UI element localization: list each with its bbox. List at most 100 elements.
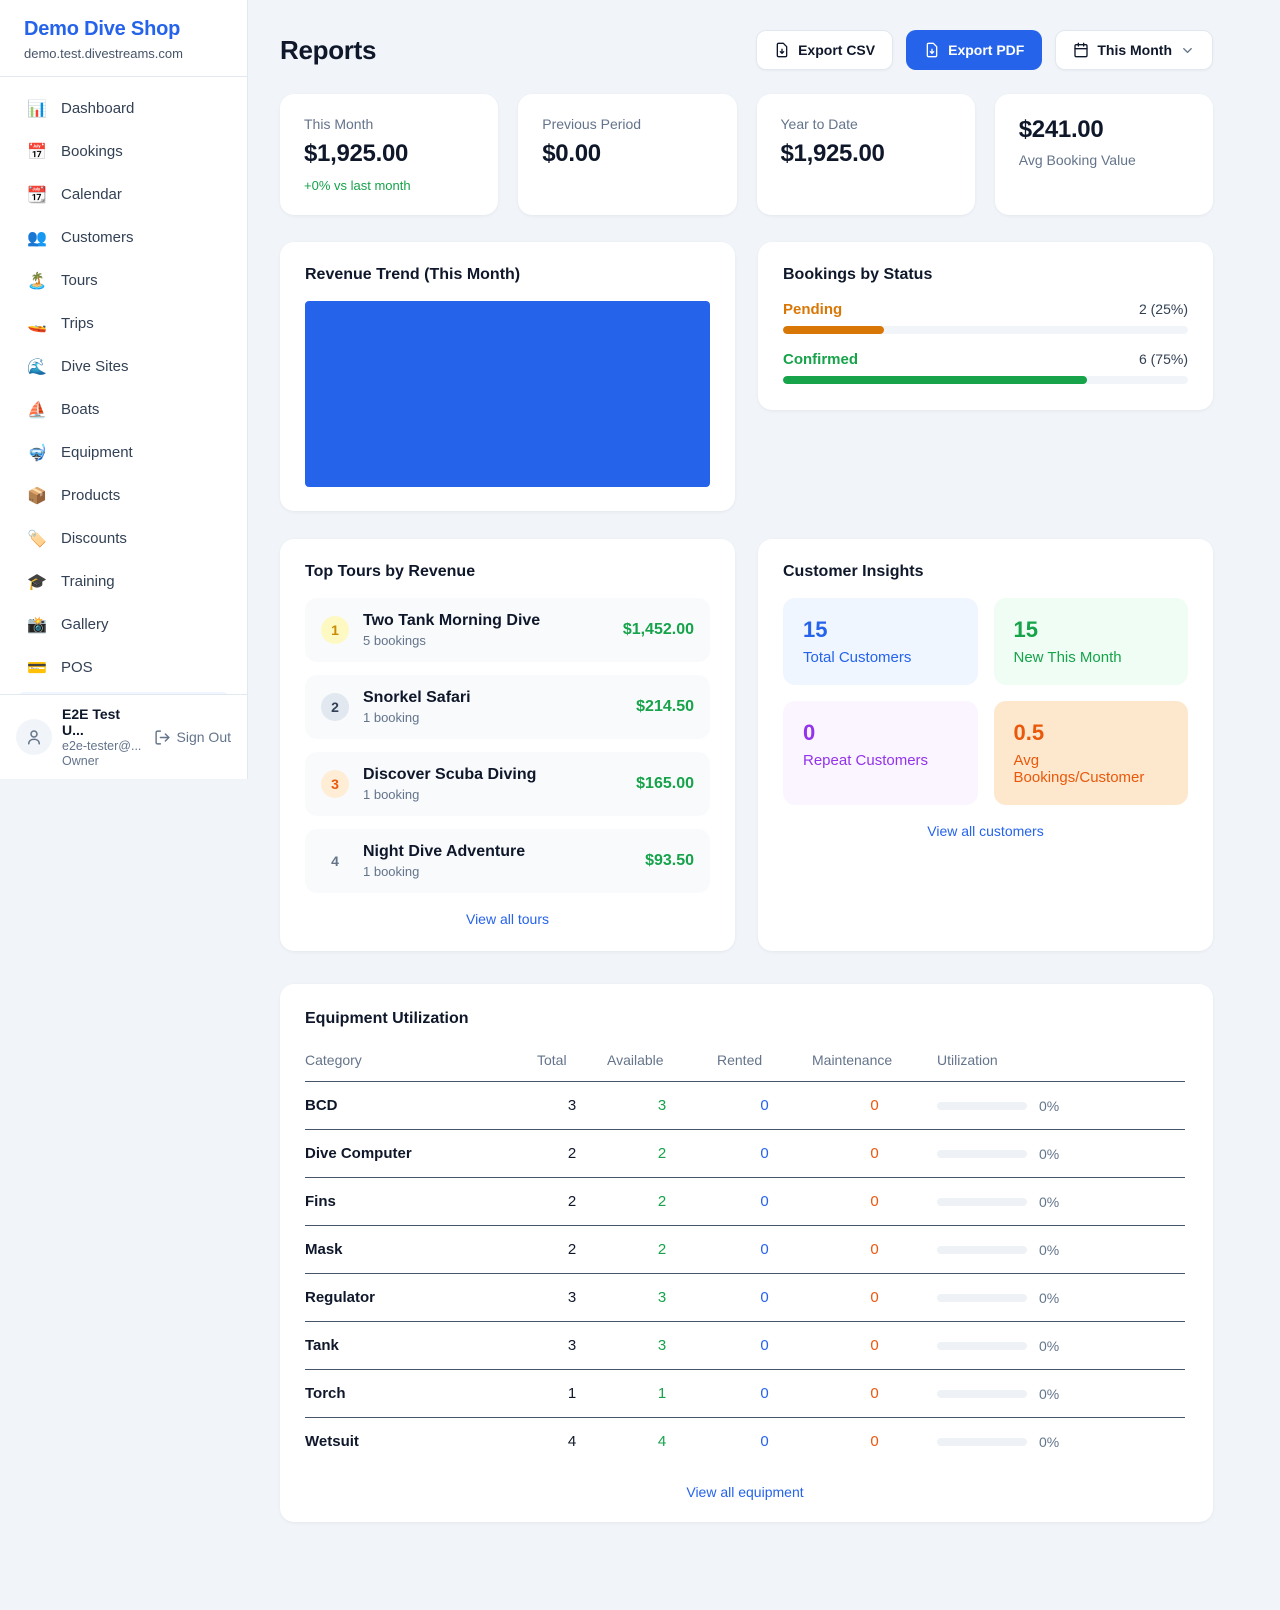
table-row: BCD 3 3 0 0 0% [305, 1081, 1185, 1130]
utilization-percent: 0% [1039, 1193, 1060, 1210]
sidebar-item-pos[interactable]: 💳 POS [16, 646, 231, 689]
table-row: Tank 3 3 0 0 0% [305, 1321, 1185, 1370]
cell-rented: 0 [717, 1273, 812, 1322]
stat-card-previous-period: Previous Period $0.00 [518, 94, 737, 215]
stats-grid: This Month $1,925.00 +0% vs last month P… [280, 94, 1213, 215]
dashboard-chart-icon: 📊 [27, 100, 47, 118]
revenue-trend-chart [305, 301, 710, 487]
tour-name: Night Dive Adventure [363, 843, 526, 860]
cell-total: 1 [537, 1369, 607, 1418]
utilization-bar [937, 1149, 1027, 1158]
cell-rented: 0 [717, 1081, 812, 1130]
utilization-bar [937, 1389, 1027, 1398]
sidebar-item-tours[interactable]: 🏝️ Tours [16, 259, 231, 302]
cell-rented: 0 [760, 1433, 769, 1451]
cell-maintenance: 0 [812, 1129, 937, 1178]
view-all-equipment-link[interactable]: View all equipment [686, 1483, 804, 1500]
insight-value: 15 [1013, 617, 1038, 642]
sidebar-item-boats[interactable]: ⛵ Boats [16, 388, 231, 431]
tour-bookings: 1 booking [363, 710, 420, 725]
person-icon [28, 730, 40, 745]
sidebar-item-products[interactable]: 📦 Products [16, 474, 231, 517]
credit-card-icon: 💳 [27, 659, 47, 677]
stat-card-this-month: This Month $1,925.00 +0% vs last month [280, 94, 499, 215]
export-csv-button[interactable]: Export CSV [756, 30, 894, 70]
sidebar-item-customers[interactable]: 👥 Customers [16, 216, 231, 259]
tearoff-calendar-icon: 📆 [27, 186, 47, 204]
table-row: Wetsuit 4 4 0 0 0% [305, 1418, 1185, 1466]
sidebar-item-label: Bookings [61, 143, 123, 160]
stat-label: Previous Period [542, 116, 642, 132]
utilization-bar [937, 1341, 1027, 1350]
sidebar-item-dive-sites[interactable]: 🌊 Dive Sites [16, 345, 231, 388]
table-row: Dive Computer 2 2 0 0 0% [305, 1129, 1185, 1178]
sidebar-header: Demo Dive Shop demo.test.divestreams.com [0, 0, 247, 77]
sidebar-item-label: Trips [61, 315, 94, 332]
utilization-percent: 0% [1039, 1145, 1060, 1162]
sign-out-button[interactable]: Sign Out [154, 729, 231, 746]
sidebar-item-label: POS [61, 659, 93, 676]
island-icon: 🏝️ [27, 272, 47, 290]
bookings-by-status-title: Bookings by Status [783, 266, 933, 283]
top-tours-title: Top Tours by Revenue [305, 563, 476, 580]
utilization-bar [937, 1101, 1027, 1110]
sidebar-item-gallery[interactable]: 📸 Gallery [16, 603, 231, 646]
revenue-trend-card: Revenue Trend (This Month) [280, 242, 735, 511]
tour-row: 4 Night Dive Adventure 1 booking $93.50 [305, 829, 710, 893]
status-bar-track [783, 376, 1188, 384]
user-role: Owner [62, 754, 99, 768]
cell-category: Tank [305, 1321, 537, 1370]
cell-maintenance: 0 [812, 1225, 937, 1274]
cell-maintenance: 0 [812, 1273, 937, 1322]
cell-available: 2 [607, 1177, 717, 1226]
rank-badge: 2 [321, 693, 349, 721]
sidebar-item-calendar[interactable]: 📆 Calendar [16, 173, 231, 216]
sidebar-item-trips[interactable]: 🚤 Trips [16, 302, 231, 345]
view-all-tours-link[interactable]: View all tours [465, 911, 549, 927]
cell-available: 1 [607, 1369, 717, 1418]
sidebar-item-reports-active-partial[interactable] [16, 692, 231, 694]
cell-total: 3 [537, 1081, 607, 1130]
insight-value: 0 [803, 720, 816, 745]
period-dropdown[interactable]: This Month [1055, 30, 1213, 70]
cell-maintenance: 0 [812, 1321, 937, 1370]
charts-row: Revenue Trend (This Month) Bookings by S… [280, 242, 1213, 511]
cell-available: 3 [607, 1273, 717, 1322]
tour-bookings: 1 booking [363, 864, 420, 879]
status-bar-fill [783, 326, 885, 334]
user-meta: E2E Test U... e2e-tester@... Owner [62, 706, 144, 768]
insight-repeat-customers: 0 Repeat Customers [783, 701, 978, 805]
insight-value: 15 [803, 617, 828, 642]
status-row-pending: Pending 2 (25%) [783, 301, 1188, 334]
col-header-maintenance: Maintenance [812, 1044, 937, 1082]
sidebar-item-label: Gallery [61, 616, 109, 633]
view-all-customers-link[interactable]: View all customers [927, 823, 1044, 839]
package-icon: 📦 [27, 487, 47, 505]
sidebar-item-dashboard[interactable]: 📊 Dashboard [16, 87, 231, 130]
equipment-utilization-title: Equipment Utilization [305, 1010, 469, 1027]
status-label: Confirmed [783, 351, 858, 368]
calendar-date-icon: 📅 [27, 143, 47, 161]
table-row: Fins 2 2 0 0 0% [305, 1177, 1185, 1226]
sidebar-item-training[interactable]: 🎓 Training [16, 560, 231, 603]
insights-row: Top Tours by Revenue 1 Two Tank Morning … [280, 539, 1213, 951]
export-csv-label: Export CSV [798, 42, 876, 58]
export-pdf-button[interactable]: Export PDF [906, 30, 1043, 70]
utilization-percent: 0% [1039, 1385, 1060, 1402]
graduation-cap-icon: 🎓 [27, 573, 47, 591]
equipment-utilization-card: Equipment Utilization Category Total Ava… [280, 984, 1213, 1522]
rank-badge: 1 [321, 616, 349, 644]
dive-mask-icon: 🤿 [27, 444, 47, 462]
status-bar-fill [783, 376, 1087, 384]
people-icon: 👥 [27, 229, 47, 247]
sidebar-item-equipment[interactable]: 🤿 Equipment [16, 431, 231, 474]
stat-delta: +0% vs last month [304, 178, 411, 193]
cell-available: 3 [607, 1081, 717, 1130]
tour-amount: $165.00 [636, 775, 694, 792]
col-header-rented: Rented [717, 1044, 812, 1082]
sidebar-item-discounts[interactable]: 🏷️ Discounts [16, 517, 231, 560]
bookings-by-status-card: Bookings by Status Pending 2 (25%) Confi… [758, 242, 1213, 410]
stat-label: This Month [304, 116, 374, 132]
cell-category: Wetsuit [305, 1433, 359, 1451]
sidebar-item-bookings[interactable]: 📅 Bookings [16, 130, 231, 173]
